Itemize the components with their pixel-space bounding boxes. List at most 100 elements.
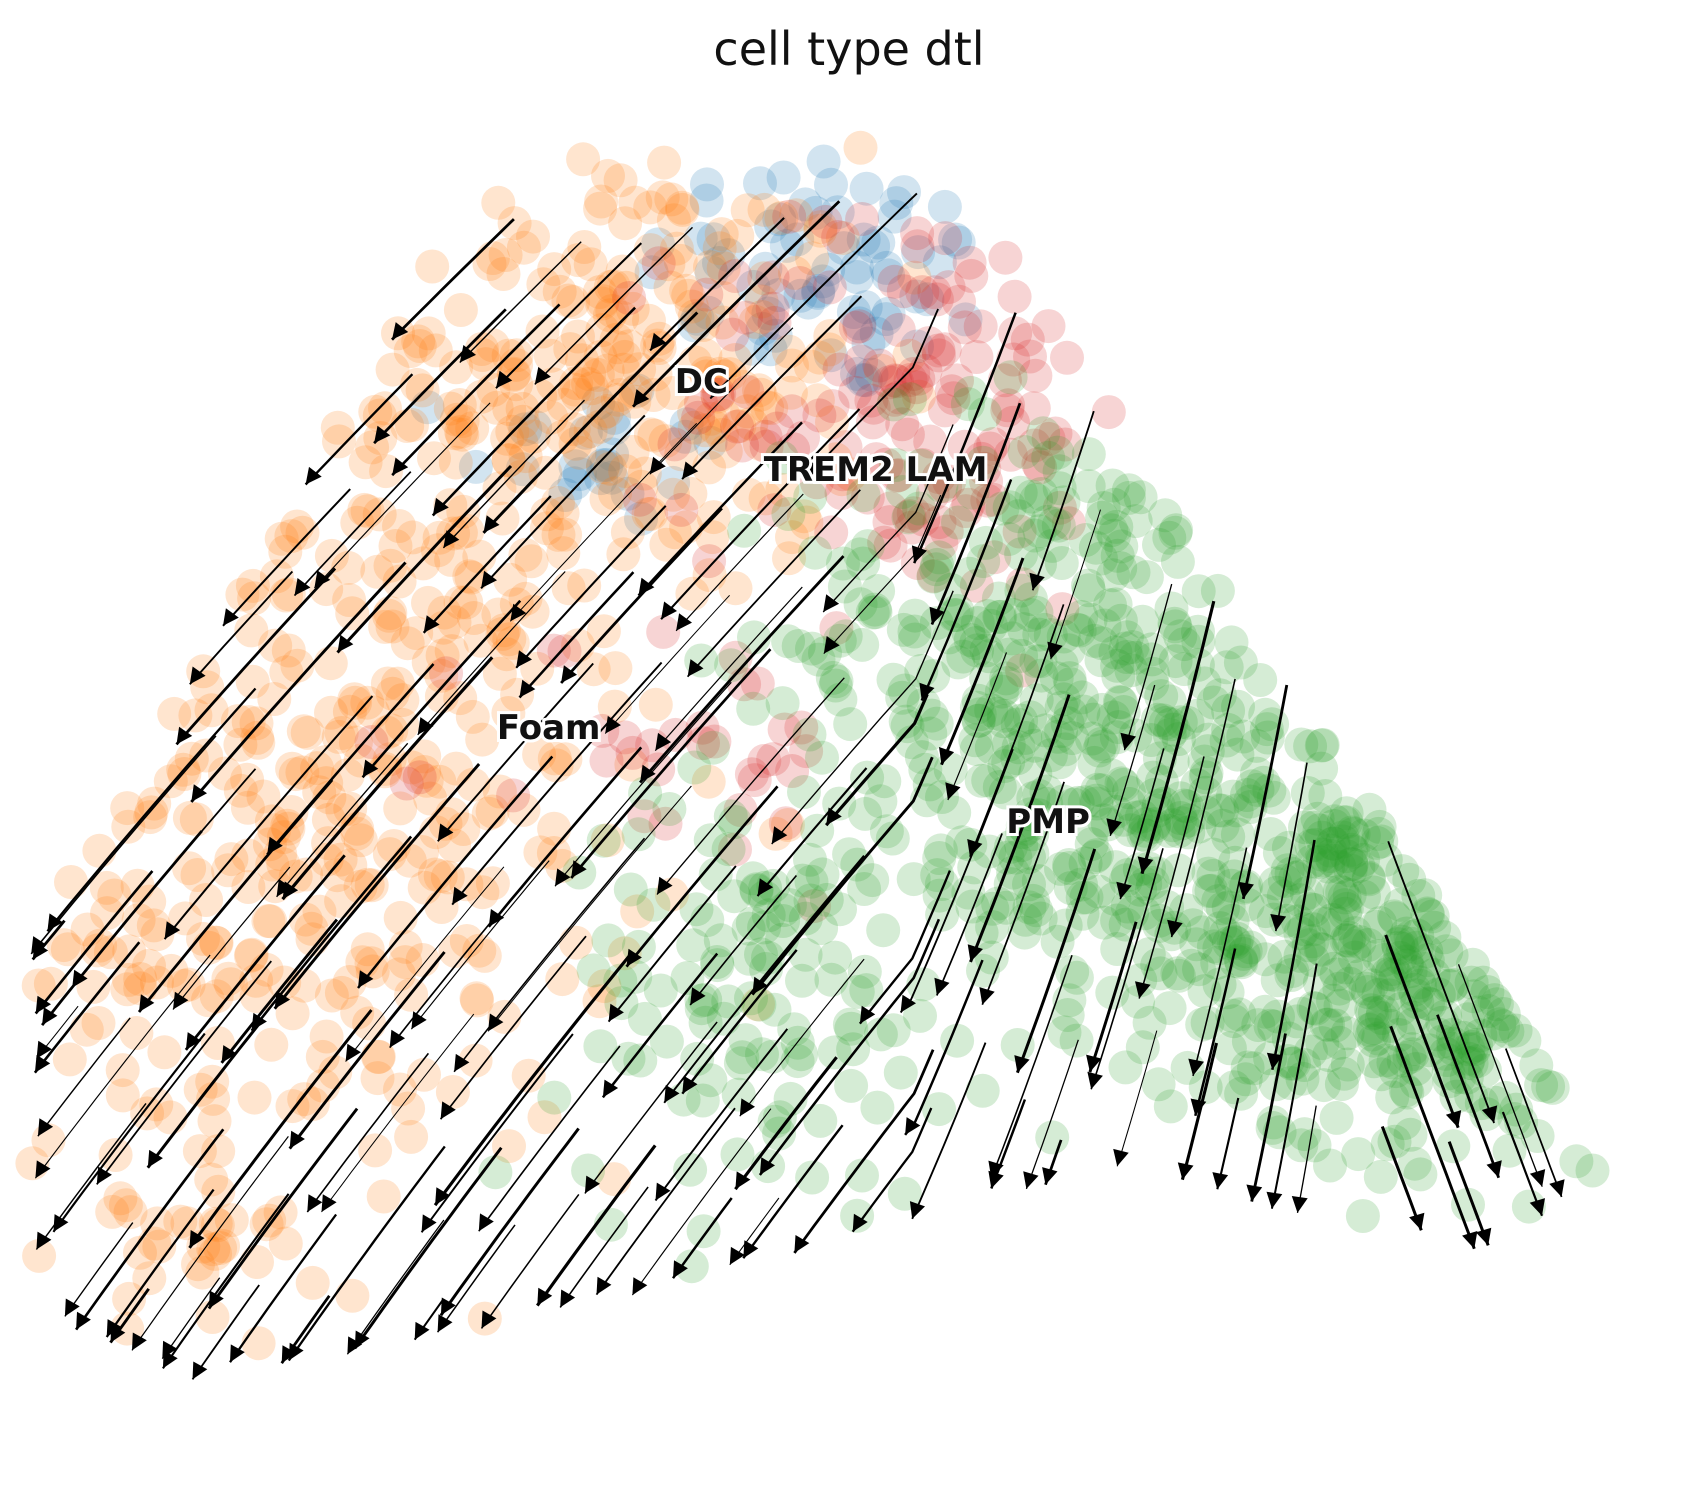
point-trem2-lam: [802, 398, 837, 433]
point-pmp: [922, 540, 957, 575]
point-trem2-lam: [952, 245, 987, 280]
point-pmp: [1067, 785, 1102, 820]
point-pmp: [751, 898, 786, 933]
point-pmp: [1087, 905, 1122, 940]
point-foam: [424, 658, 459, 693]
point-pmp: [1475, 1016, 1510, 1051]
streamline-arrow: [389, 1029, 405, 1048]
point-foam: [472, 247, 507, 281]
point-foam: [69, 1012, 104, 1047]
point-pmp: [1460, 995, 1495, 1030]
point-pmp: [1042, 471, 1077, 506]
point-foam: [108, 1188, 143, 1223]
point-trem2-lam: [890, 417, 925, 452]
point-pmp: [1052, 848, 1087, 882]
point-pmp: [1408, 878, 1443, 913]
streamline-arrow: [945, 782, 961, 800]
point-pmp: [1333, 853, 1368, 888]
point-trem2-lam: [964, 441, 999, 476]
streamline: [981, 781, 1065, 1006]
point-pmp: [1535, 1070, 1570, 1105]
point-pmp: [1253, 817, 1288, 851]
point-dc: [848, 363, 883, 398]
streamline-arrow: [230, 1344, 245, 1363]
point-foam: [491, 696, 526, 730]
point-foam: [465, 338, 500, 372]
point-pmp: [1141, 1067, 1176, 1102]
point-foam: [775, 520, 809, 555]
point-pmp: [1140, 702, 1175, 737]
point-dc: [761, 278, 796, 313]
point-trem2-lam: [924, 526, 959, 561]
point-pmp: [777, 1012, 812, 1047]
point-foam: [153, 1100, 188, 1135]
point-pmp: [735, 906, 770, 941]
point-pmp: [860, 1090, 895, 1125]
streamline: [306, 1052, 430, 1213]
point-trem2-lam: [900, 229, 935, 264]
point-foam: [237, 581, 272, 616]
point-foam: [738, 304, 773, 339]
streamline-arrow: [1529, 1169, 1546, 1187]
point-pmp: [969, 661, 1004, 696]
point-pmp: [771, 497, 806, 531]
point-foam: [380, 666, 415, 701]
point-foam: [665, 192, 700, 227]
point-dc: [899, 279, 934, 314]
point-trem2-lam: [684, 385, 718, 420]
point-pmp: [1392, 862, 1427, 897]
point-dc: [840, 260, 875, 294]
point-trem2-lam: [859, 442, 894, 477]
point-foam: [443, 681, 478, 716]
point-trem2-lam: [760, 411, 795, 446]
streamline-arrow: [1135, 981, 1151, 999]
point-foam: [278, 757, 313, 792]
point-foam: [274, 519, 309, 554]
point-foam: [180, 858, 215, 892]
streamline-arrow: [294, 578, 311, 596]
point-foam: [254, 804, 289, 839]
point-pmp: [1498, 1013, 1533, 1048]
point-trem2-lam: [775, 394, 809, 429]
point-pmp: [1220, 817, 1255, 852]
point-pmp: [1102, 685, 1137, 719]
point-foam: [779, 198, 814, 233]
point-pmp: [1084, 643, 1119, 678]
streamline-arrow: [1014, 1055, 1030, 1073]
point-pmp: [1402, 965, 1437, 1000]
point-trem2-lam: [402, 760, 437, 795]
point-pmp: [1399, 1052, 1434, 1086]
streamline: [480, 414, 646, 589]
point-pmp: [1094, 513, 1129, 548]
point-foam: [269, 655, 304, 690]
point-foam: [455, 699, 490, 734]
streamline: [389, 916, 496, 1049]
point-foam: [545, 962, 580, 997]
point-pmp: [981, 581, 1016, 616]
point-pmp: [1024, 658, 1059, 693]
point-foam: [350, 932, 385, 967]
point-pmp: [1167, 788, 1201, 823]
point-pmp: [1114, 653, 1149, 688]
point-pmp: [720, 1137, 755, 1172]
point-foam: [558, 426, 593, 461]
streamline-arrow: [805, 460, 822, 478]
point-pmp: [1479, 987, 1514, 1022]
streamline: [822, 424, 954, 613]
point-foam: [633, 417, 668, 452]
point-foam: [189, 738, 224, 773]
cluster-label-dc: DC: [675, 362, 728, 402]
point-foam: [168, 901, 203, 936]
point-pmp: [1352, 862, 1386, 897]
point-foam: [608, 454, 643, 488]
point-dc: [589, 447, 624, 482]
point-foam: [372, 837, 407, 872]
point-pmp: [1040, 435, 1075, 470]
point-trem2-lam: [808, 204, 843, 239]
streamline: [436, 1224, 516, 1333]
point-foam: [268, 1226, 303, 1261]
point-foam: [231, 705, 266, 740]
streamline: [560, 507, 723, 684]
point-pmp: [1326, 805, 1361, 840]
streamline-arrow: [185, 1032, 202, 1050]
